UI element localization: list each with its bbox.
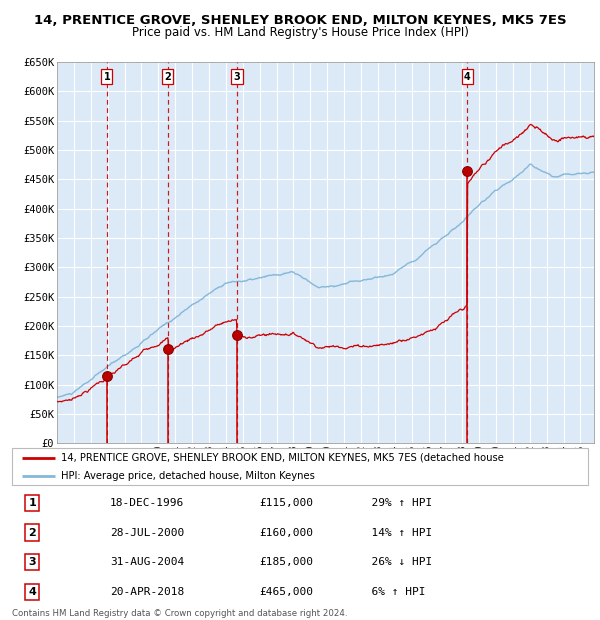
Text: £465,000: £465,000	[260, 587, 314, 597]
Text: 3: 3	[233, 71, 241, 82]
Text: 14, PRENTICE GROVE, SHENLEY BROOK END, MILTON KEYNES, MK5 7ES (detached house: 14, PRENTICE GROVE, SHENLEY BROOK END, M…	[61, 453, 504, 463]
Text: £160,000: £160,000	[260, 528, 314, 538]
Text: 1: 1	[28, 498, 36, 508]
Text: 2: 2	[164, 71, 172, 82]
Text: 31-AUG-2004: 31-AUG-2004	[110, 557, 184, 567]
Text: 29% ↑ HPI: 29% ↑ HPI	[358, 498, 432, 508]
Text: 4: 4	[464, 71, 471, 82]
Text: 26% ↓ HPI: 26% ↓ HPI	[358, 557, 432, 567]
Text: HPI: Average price, detached house, Milton Keynes: HPI: Average price, detached house, Milt…	[61, 471, 315, 480]
Text: 3: 3	[28, 557, 36, 567]
Text: 14, PRENTICE GROVE, SHENLEY BROOK END, MILTON KEYNES, MK5 7ES: 14, PRENTICE GROVE, SHENLEY BROOK END, M…	[34, 14, 566, 27]
Text: 28-JUL-2000: 28-JUL-2000	[110, 528, 184, 538]
Text: 2: 2	[28, 528, 36, 538]
Text: 18-DEC-1996: 18-DEC-1996	[110, 498, 184, 508]
Text: 14% ↑ HPI: 14% ↑ HPI	[358, 528, 432, 538]
Text: 6% ↑ HPI: 6% ↑ HPI	[358, 587, 425, 597]
Text: Price paid vs. HM Land Registry's House Price Index (HPI): Price paid vs. HM Land Registry's House …	[131, 26, 469, 39]
Text: 20-APR-2018: 20-APR-2018	[110, 587, 184, 597]
Text: 1: 1	[104, 71, 110, 82]
Text: Contains HM Land Registry data © Crown copyright and database right 2024.
This d: Contains HM Land Registry data © Crown c…	[12, 609, 347, 620]
Text: £185,000: £185,000	[260, 557, 314, 567]
Text: 4: 4	[28, 587, 36, 597]
Text: £115,000: £115,000	[260, 498, 314, 508]
